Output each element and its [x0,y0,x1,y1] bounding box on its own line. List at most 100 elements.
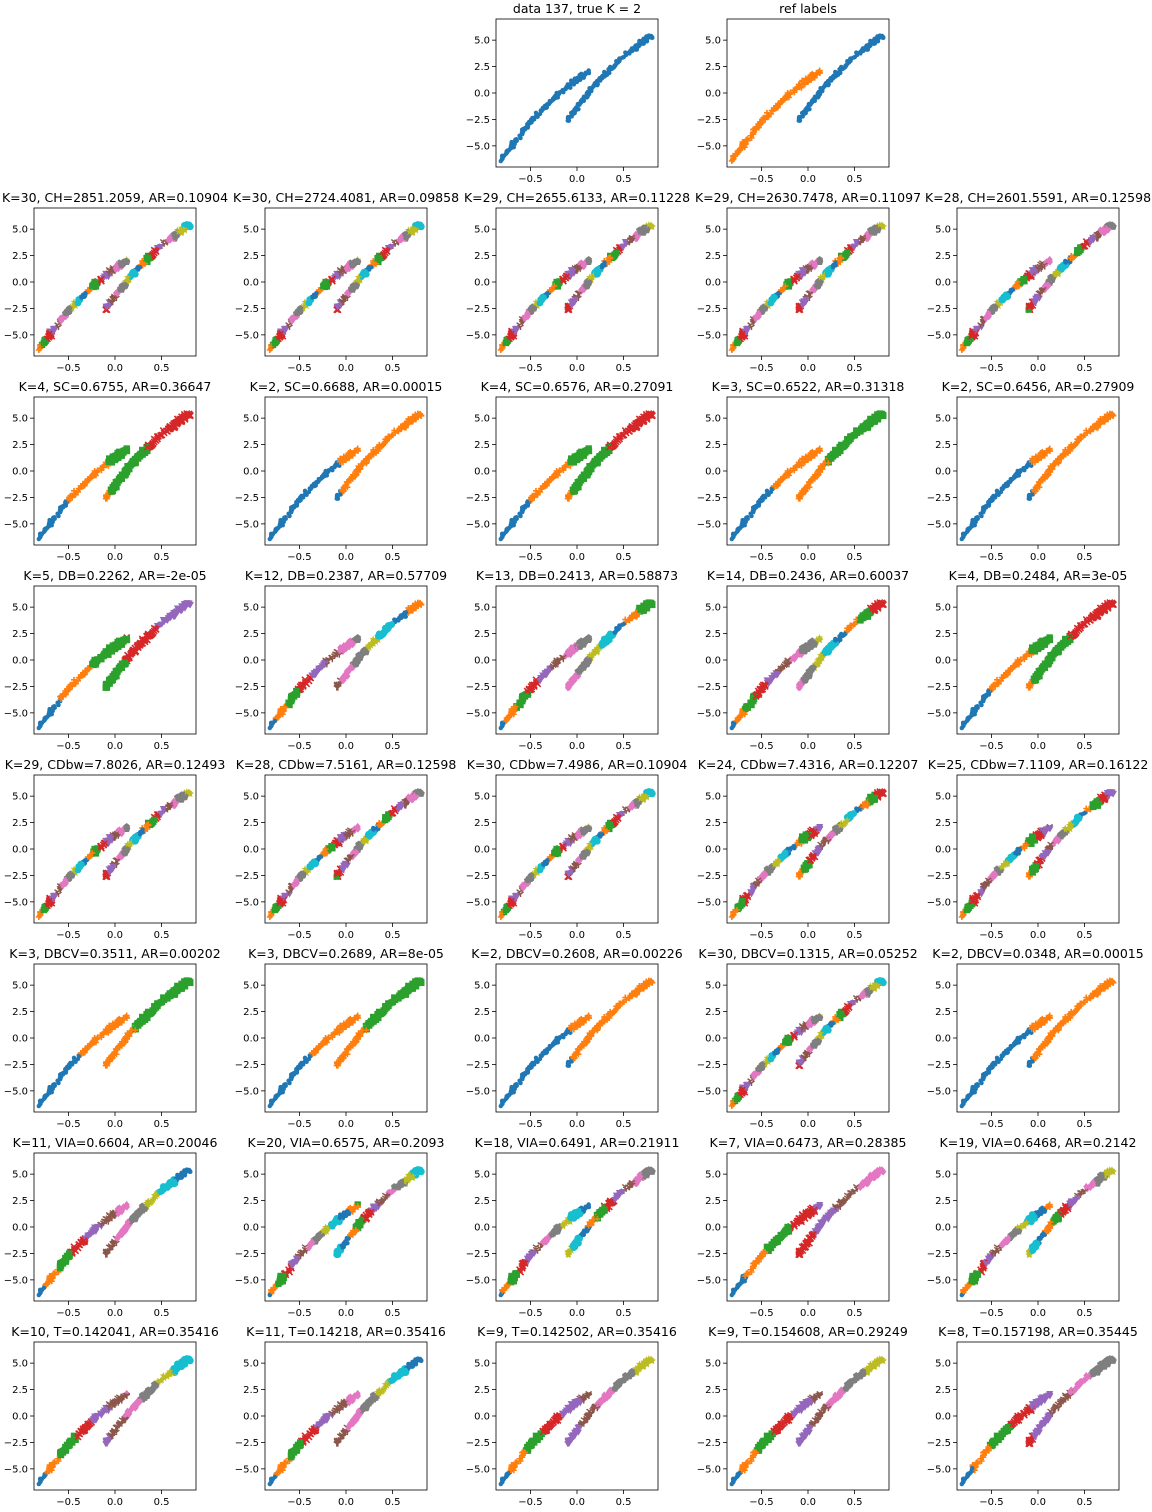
data-point [614,61,619,67]
y-tick-label: −2.5 [927,493,951,504]
data-point [512,517,517,523]
data-point [851,55,856,60]
data-point [969,520,975,526]
subplot-9: K=4, SC=0.6576, AR=0.27091−0.5 0.0 0.5−5.0… [466,379,674,563]
subplot-3: K=30, CH=2724.4081, AR=0.09858−0.5 0.0 0.5… [233,190,459,374]
y-tick-label: 0.0 [12,656,28,667]
axes-frame [956,207,1120,357]
data-point [281,517,286,523]
y-tick-label: −2.5 [4,304,28,315]
data-point [541,106,546,111]
subplot-title: K=12, DB=0.2387, AR=0.57709 [245,568,447,583]
data-point [607,66,612,72]
data-point [844,249,851,257]
data-point [983,505,989,510]
y-tick-label: 5.0 [705,225,721,236]
data-point [1001,294,1008,301]
x-tick-label: 0.0 [107,363,123,374]
y-tick-label: −5.0 [4,330,28,341]
y-tick-label: 2.5 [474,62,490,73]
y-tick-label: 5.0 [474,603,490,614]
subplot-0: data 137, true K = 2−0.5 0.0 0.5−5.0−2.50.… [466,1,659,185]
subplot-2: K=30, CH=2851.2059, AR=0.10904−0.5 0.0 0.5… [2,190,228,374]
data-point [606,632,613,640]
x-tick-label: 0.5 [1077,552,1093,563]
y-tick-label: 2.5 [243,440,259,451]
data-point [267,536,272,542]
data-point [796,114,802,120]
data-point [586,69,591,75]
data-point [89,282,96,290]
data-point [729,725,734,731]
data-point [743,517,748,523]
y-tick-label: −5.0 [697,330,721,341]
y-tick-label: 2.5 [243,629,259,640]
data-point [132,459,139,467]
x-tick-label: 0.5 [616,741,632,752]
data-point [815,93,821,99]
y-tick-label: 0.0 [935,278,951,289]
x-tick-label: 0.5 [847,363,863,374]
x-tick-label: 0.5 [847,174,863,185]
data-point [1015,468,1020,474]
y-tick-label: 0.0 [705,89,721,100]
data-point [109,485,117,492]
data-point [375,632,382,640]
axes-frame [33,585,197,735]
data-point [731,532,736,538]
data-point [310,295,315,300]
data-point [414,221,422,228]
data-point [833,260,838,265]
data-point [109,674,117,681]
y-tick-label: −5.0 [466,708,490,719]
data-point [1059,263,1067,271]
data-point [585,446,592,454]
y-tick-label: −5.0 [235,519,259,530]
y-tick-label: −5.0 [466,519,490,530]
x-tick-label: −0.5 [518,741,542,752]
data-point [508,142,514,148]
data-point [844,438,851,446]
y-tick-label: −2.5 [235,304,259,315]
data-point [587,85,592,91]
subplot-title: K=2, SC=0.6456, AR=0.27909 [942,379,1135,394]
data-point [525,121,530,127]
data-point [629,46,635,51]
y-tick-label: −2.5 [466,493,490,504]
data-point [598,453,606,460]
y-tick-label: −5.0 [927,330,951,341]
data-point [586,462,593,470]
y-tick-label: 2.5 [12,629,28,640]
x-tick-label: 0.5 [154,741,170,752]
data-point [739,520,745,526]
subplot-title: K=29, CH=2655.6133, AR=0.11228 [464,190,690,205]
axes-frame [33,207,197,357]
data-point [818,85,823,91]
subplot-title: K=4, SC=0.6755, AR=0.36647 [19,379,212,394]
data-point [123,446,130,454]
data-point [561,88,566,93]
data-point [734,529,740,535]
subplot-15: K=14, DB=0.2436, AR=0.60037−0.5 0.0 0.5−5.… [697,568,909,752]
x-tick-label: 0.5 [616,174,632,185]
data-point [46,520,52,526]
axes-frame [495,18,659,168]
subplot-title: ref labels [779,1,837,16]
y-tick-label: 0.0 [935,467,951,478]
y-tick-label: 0.0 [12,467,28,478]
data-point [860,46,866,51]
data-point [645,599,653,606]
subplot-title: K=29, CH=2630.7478, AR=0.11097 [695,190,921,205]
data-point [297,495,303,500]
y-tick-label: −5.0 [4,708,28,719]
data-point [602,71,607,76]
data-point [581,73,586,79]
data-point [577,102,582,107]
data-point [38,721,43,727]
data-point [572,108,578,113]
axes-frame [33,396,197,546]
data-point [183,221,191,228]
x-tick-label: 0.0 [800,174,816,185]
data-point [277,520,283,526]
data-point [989,495,995,500]
